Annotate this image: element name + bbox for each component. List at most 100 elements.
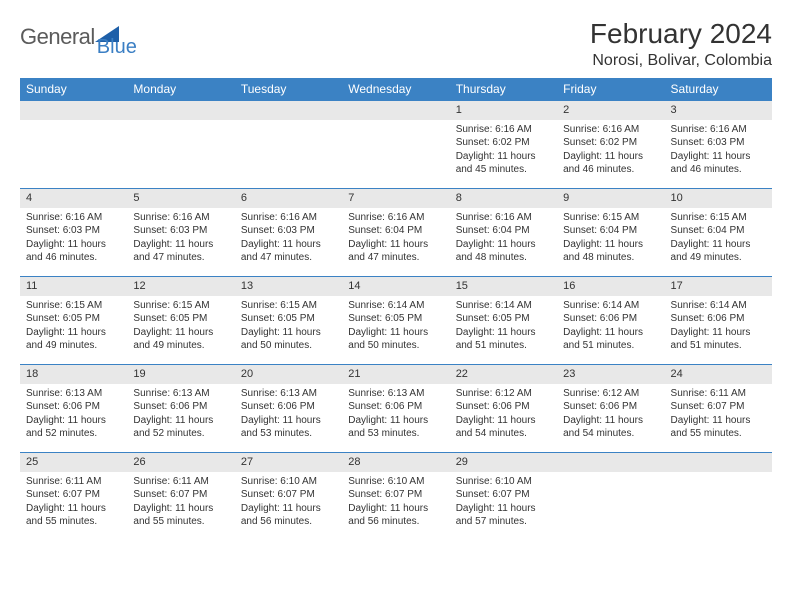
day-number: 20 — [235, 365, 342, 384]
dh-fri: Friday — [557, 78, 664, 101]
sunrise-line: Sunrise: 6:15 AM — [671, 211, 766, 225]
day-number: 14 — [342, 277, 449, 296]
day-cell: 23Sunrise: 6:12 AMSunset: 6:06 PMDayligh… — [557, 365, 664, 453]
sunrise-line: Sunrise: 6:16 AM — [26, 211, 121, 225]
day-body: Sunrise: 6:15 AMSunset: 6:05 PMDaylight:… — [20, 296, 127, 357]
daylight-line: Daylight: 11 hours and 53 minutes. — [348, 414, 443, 441]
dh-sun: Sunday — [20, 78, 127, 101]
sunset-line: Sunset: 6:07 PM — [348, 488, 443, 502]
daylight-line: Daylight: 11 hours and 54 minutes. — [563, 414, 658, 441]
title-block: February 2024 Norosi, Bolivar, Colombia — [590, 18, 772, 70]
day-cell — [20, 101, 127, 189]
sunset-line: Sunset: 6:03 PM — [133, 224, 228, 238]
day-body: Sunrise: 6:13 AMSunset: 6:06 PMDaylight:… — [235, 384, 342, 445]
daylight-line: Daylight: 11 hours and 56 minutes. — [348, 502, 443, 529]
day-number: 27 — [235, 453, 342, 472]
sunrise-line: Sunrise: 6:11 AM — [26, 475, 121, 489]
day-cell: 4Sunrise: 6:16 AMSunset: 6:03 PMDaylight… — [20, 189, 127, 277]
page-subtitle: Norosi, Bolivar, Colombia — [590, 52, 772, 70]
day-number: 22 — [450, 365, 557, 384]
day-body: Sunrise: 6:15 AMSunset: 6:05 PMDaylight:… — [235, 296, 342, 357]
day-number: 16 — [557, 277, 664, 296]
daylight-line: Daylight: 11 hours and 49 minutes. — [26, 326, 121, 353]
sunrise-line: Sunrise: 6:10 AM — [348, 475, 443, 489]
sunset-line: Sunset: 6:04 PM — [348, 224, 443, 238]
day-cell: 13Sunrise: 6:15 AMSunset: 6:05 PMDayligh… — [235, 277, 342, 365]
daylight-line: Daylight: 11 hours and 47 minutes. — [133, 238, 228, 265]
sunrise-line: Sunrise: 6:15 AM — [241, 299, 336, 313]
daylight-line: Daylight: 11 hours and 57 minutes. — [456, 502, 551, 529]
sunrise-line: Sunrise: 6:15 AM — [26, 299, 121, 313]
day-body: Sunrise: 6:16 AMSunset: 6:04 PMDaylight:… — [450, 208, 557, 269]
daylight-line: Daylight: 11 hours and 47 minutes. — [348, 238, 443, 265]
sunrise-line: Sunrise: 6:16 AM — [456, 211, 551, 225]
daylight-line: Daylight: 11 hours and 50 minutes. — [241, 326, 336, 353]
day-cell: 7Sunrise: 6:16 AMSunset: 6:04 PMDaylight… — [342, 189, 449, 277]
day-cell: 8Sunrise: 6:16 AMSunset: 6:04 PMDaylight… — [450, 189, 557, 277]
sunrise-line: Sunrise: 6:16 AM — [241, 211, 336, 225]
logo-main-text: General — [20, 24, 95, 50]
day-body: Sunrise: 6:14 AMSunset: 6:06 PMDaylight:… — [557, 296, 664, 357]
day-number-empty — [342, 101, 449, 120]
day-body: Sunrise: 6:11 AMSunset: 6:07 PMDaylight:… — [127, 472, 234, 533]
sunset-line: Sunset: 6:06 PM — [26, 400, 121, 414]
day-cell — [557, 453, 664, 541]
daylight-line: Daylight: 11 hours and 55 minutes. — [26, 502, 121, 529]
sunset-line: Sunset: 6:05 PM — [241, 312, 336, 326]
day-number: 29 — [450, 453, 557, 472]
day-number: 24 — [665, 365, 772, 384]
dh-wed: Wednesday — [342, 78, 449, 101]
day-body: Sunrise: 6:16 AMSunset: 6:02 PMDaylight:… — [450, 120, 557, 181]
day-cell — [665, 453, 772, 541]
day-body: Sunrise: 6:11 AMSunset: 6:07 PMDaylight:… — [665, 384, 772, 445]
daylight-line: Daylight: 11 hours and 56 minutes. — [241, 502, 336, 529]
day-number: 17 — [665, 277, 772, 296]
day-cell: 24Sunrise: 6:11 AMSunset: 6:07 PMDayligh… — [665, 365, 772, 453]
sunrise-line: Sunrise: 6:13 AM — [241, 387, 336, 401]
sunset-line: Sunset: 6:03 PM — [241, 224, 336, 238]
day-number: 12 — [127, 277, 234, 296]
day-body: Sunrise: 6:16 AMSunset: 6:03 PMDaylight:… — [20, 208, 127, 269]
daylight-line: Daylight: 11 hours and 47 minutes. — [241, 238, 336, 265]
day-cell — [342, 101, 449, 189]
daylight-line: Daylight: 11 hours and 54 minutes. — [456, 414, 551, 441]
day-cell — [127, 101, 234, 189]
sunrise-line: Sunrise: 6:13 AM — [133, 387, 228, 401]
sunset-line: Sunset: 6:03 PM — [671, 136, 766, 150]
day-number: 23 — [557, 365, 664, 384]
day-cell — [235, 101, 342, 189]
logo: General Blue — [20, 18, 165, 50]
sunrise-line: Sunrise: 6:14 AM — [671, 299, 766, 313]
daylight-line: Daylight: 11 hours and 51 minutes. — [671, 326, 766, 353]
sunset-line: Sunset: 6:06 PM — [348, 400, 443, 414]
daylight-line: Daylight: 11 hours and 55 minutes. — [671, 414, 766, 441]
day-number: 25 — [20, 453, 127, 472]
sunset-line: Sunset: 6:04 PM — [671, 224, 766, 238]
day-cell: 26Sunrise: 6:11 AMSunset: 6:07 PMDayligh… — [127, 453, 234, 541]
page-title: February 2024 — [590, 18, 772, 50]
sunrise-line: Sunrise: 6:13 AM — [26, 387, 121, 401]
day-number-empty — [20, 101, 127, 120]
daylight-line: Daylight: 11 hours and 46 minutes. — [671, 150, 766, 177]
sunset-line: Sunset: 6:05 PM — [26, 312, 121, 326]
day-cell: 17Sunrise: 6:14 AMSunset: 6:06 PMDayligh… — [665, 277, 772, 365]
day-body: Sunrise: 6:12 AMSunset: 6:06 PMDaylight:… — [557, 384, 664, 445]
sunset-line: Sunset: 6:06 PM — [671, 312, 766, 326]
daylight-line: Daylight: 11 hours and 52 minutes. — [133, 414, 228, 441]
sunrise-line: Sunrise: 6:15 AM — [563, 211, 658, 225]
sunset-line: Sunset: 6:02 PM — [456, 136, 551, 150]
day-body: Sunrise: 6:10 AMSunset: 6:07 PMDaylight:… — [342, 472, 449, 533]
day-number: 15 — [450, 277, 557, 296]
daylight-line: Daylight: 11 hours and 51 minutes. — [456, 326, 551, 353]
sunset-line: Sunset: 6:07 PM — [133, 488, 228, 502]
calendar-table: Sunday Monday Tuesday Wednesday Thursday… — [20, 78, 772, 541]
daylight-line: Daylight: 11 hours and 46 minutes. — [26, 238, 121, 265]
day-number: 7 — [342, 189, 449, 208]
dh-thu: Thursday — [450, 78, 557, 101]
day-body: Sunrise: 6:14 AMSunset: 6:06 PMDaylight:… — [665, 296, 772, 357]
day-number: 8 — [450, 189, 557, 208]
day-cell: 18Sunrise: 6:13 AMSunset: 6:06 PMDayligh… — [20, 365, 127, 453]
sunset-line: Sunset: 6:06 PM — [241, 400, 336, 414]
day-cell: 16Sunrise: 6:14 AMSunset: 6:06 PMDayligh… — [557, 277, 664, 365]
day-body: Sunrise: 6:16 AMSunset: 6:03 PMDaylight:… — [127, 208, 234, 269]
